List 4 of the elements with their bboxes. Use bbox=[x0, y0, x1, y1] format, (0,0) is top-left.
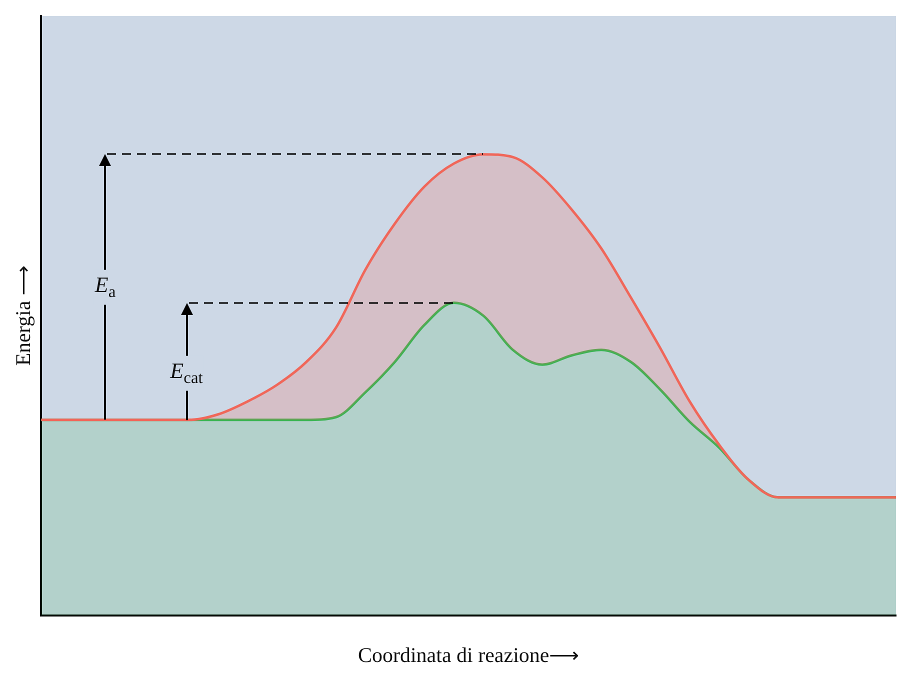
annotation: E$_{a}$ bbox=[94, 270, 117, 304]
y-axis-title: Energia ⟶ bbox=[11, 266, 36, 366]
annotation: E$_{cat}$ bbox=[169, 356, 204, 391]
x-axis-title: Coordinata di reazione⟶ bbox=[358, 642, 580, 667]
